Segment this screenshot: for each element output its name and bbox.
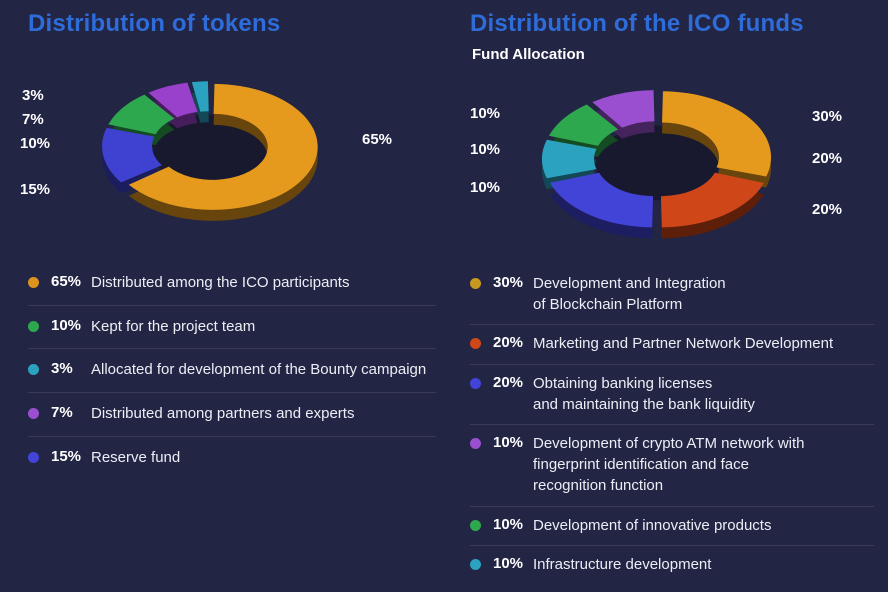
callout-label: 10% [470, 141, 501, 158]
legend-pct: 10% [493, 434, 524, 452]
legend-item: 20% Obtaining banking licenses and maint… [470, 365, 874, 426]
legend-dot [28, 451, 39, 463]
legend-pct: 10% [493, 555, 524, 573]
callout-label: 65% [362, 131, 393, 148]
legend-text: Obtaining banking licenses and maintaini… [533, 375, 755, 413]
callout-label: 10% [20, 135, 51, 152]
callout-label: 10% [470, 179, 501, 196]
legend-item: 15% Reserve fund [28, 437, 436, 480]
legend-pct: 10% [493, 515, 524, 533]
tokens-donut-chart: 3% 7% 10% 15% 65% [20, 42, 448, 248]
legend-text: Distributed among partners and experts [91, 405, 355, 423]
legend-pct: 15% [51, 447, 82, 465]
callout-label: 20% [812, 150, 843, 167]
legend-item: 65% Distributed among the ICO participan… [28, 262, 436, 306]
legend-item: 10% Development of crypto ATM network wi… [470, 425, 874, 507]
funds-donut-chart: 10% 10% 10% 30% 20% 20% [470, 65, 888, 251]
funds-title: Distribution of the ICO funds [470, 10, 804, 37]
legend-text: Infrastructure development [533, 556, 712, 574]
legend-text: Development and Integration of Blockchai… [533, 275, 726, 313]
callout-label: 7% [22, 111, 44, 128]
legend-pct: 20% [493, 334, 524, 352]
legend-item: 20% Marketing and Partner Network Develo… [470, 325, 874, 366]
tokens-title: Distribution of tokens [28, 10, 281, 37]
legend-pct: 20% [493, 374, 524, 392]
callout-label: 3% [22, 87, 44, 104]
funds-subtitle: Fund Allocation [472, 46, 585, 63]
legend-pct: 3% [51, 360, 73, 378]
legend-dot [470, 338, 481, 350]
legend-item: 10% Development of innovative products [470, 507, 874, 547]
legend-text: Kept for the project team [91, 317, 256, 335]
legend-text: Distributed among the ICO participants [91, 274, 350, 291]
callout-label: 10% [470, 105, 501, 122]
legend-dot [28, 408, 39, 420]
legend-pct: 7% [51, 404, 73, 422]
tokens-legend: 65% Distributed among the ICO participan… [28, 262, 436, 479]
legend-text: Allocated for development of the Bounty … [91, 361, 427, 379]
legend-dot [28, 364, 39, 376]
callout-label: 30% [812, 108, 843, 125]
tokens-donut [102, 81, 318, 221]
legend-item: 30% Development and Integration of Block… [470, 265, 874, 326]
legend-dot [28, 277, 39, 288]
legend-text: Marketing and Partner Network Developmen… [533, 335, 834, 353]
legend-dot [28, 320, 39, 332]
legend-pct: 10% [51, 316, 82, 334]
tokens-section: Distribution of tokens 3% 7% 10% 15% 65%… [20, 10, 448, 479]
legend-text: Development of crypto ATM network with f… [533, 435, 805, 494]
legend-dot [470, 278, 481, 289]
funds-section: Distribution of the ICO funds Fund Alloc… [448, 0, 888, 592]
legend-pct: 65% [51, 273, 82, 290]
legend-item: 10% Kept for the project team [28, 306, 436, 350]
legend-pct: 30% [493, 274, 524, 291]
callout-label: 20% [812, 201, 843, 218]
legend-item: 7% Distributed among partners and expert… [28, 393, 436, 437]
funds-legend: 30% Development and Integration of Block… [470, 265, 874, 585]
legend-item: 3% Allocated for development of the Boun… [28, 349, 436, 394]
legend-dot [470, 378, 481, 390]
legend-text: Development of innovative products [533, 516, 772, 534]
funds-donut [542, 90, 772, 239]
legend-text: Reserve fund [91, 448, 181, 466]
legend-dot [470, 559, 481, 571]
callout-label: 15% [20, 181, 51, 198]
legend-item: 10% Infrastructure development [470, 546, 874, 585]
legend-dot [470, 519, 481, 531]
legend-dot [470, 438, 481, 450]
